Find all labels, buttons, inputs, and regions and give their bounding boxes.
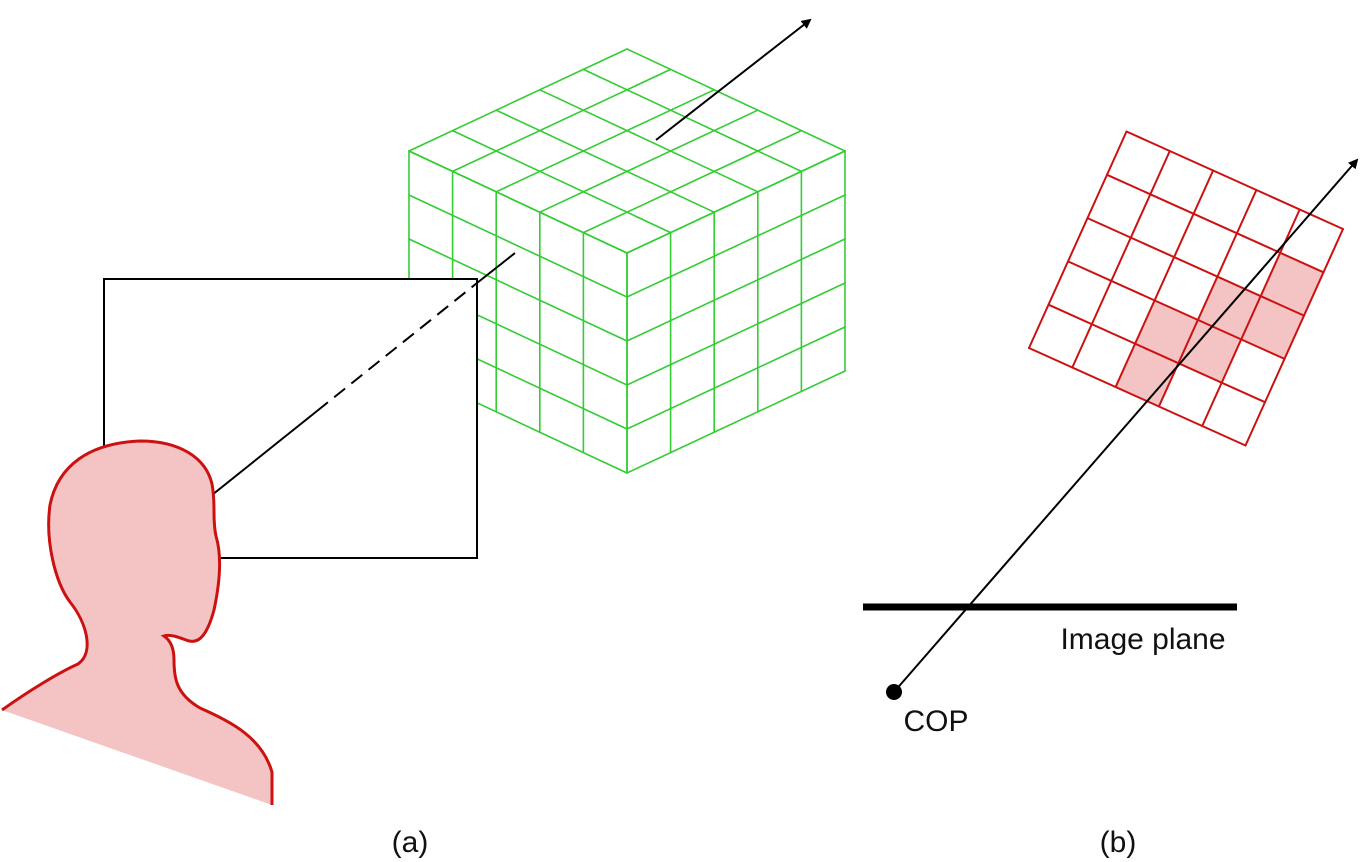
cop-ray bbox=[893, 158, 1359, 693]
volume-grid-line bbox=[626, 326, 846, 430]
slice-grid-line bbox=[1028, 347, 1247, 447]
slice-grid-line bbox=[1114, 169, 1215, 388]
exit-arrow bbox=[655, 18, 812, 141]
slice-grid-line bbox=[1047, 303, 1266, 404]
volume-grid-line bbox=[408, 150, 628, 254]
panel-a: (a) bbox=[1, 18, 846, 859]
head-silhouette-icon bbox=[2, 441, 272, 805]
volume-grid-line bbox=[582, 129, 803, 234]
slice-grid-line bbox=[1071, 150, 1171, 369]
slice-grid-line bbox=[1244, 228, 1344, 447]
image-plane-label: Image plane bbox=[1060, 623, 1225, 656]
volume-grid-line bbox=[626, 194, 846, 298]
volume-grid-line bbox=[626, 150, 846, 254]
slice-grid-line bbox=[1086, 217, 1305, 317]
panel-b: Image plane COP (b) bbox=[863, 130, 1359, 859]
highlighted-cell bbox=[1178, 319, 1242, 383]
slice-grid bbox=[1028, 130, 1344, 447]
volume-grid-line bbox=[626, 370, 846, 474]
volume-grid-line bbox=[626, 48, 846, 152]
highlighted-cells bbox=[1115, 252, 1324, 407]
highlighted-cell bbox=[1115, 343, 1179, 407]
panel-b-label: (b) bbox=[1100, 826, 1137, 859]
head-outline bbox=[1, 439, 274, 805]
panel-a-label: (a) bbox=[392, 826, 429, 859]
slice-grid-line bbox=[1106, 173, 1325, 274]
volume-grid-line bbox=[538, 109, 759, 213]
volume-grid-line bbox=[408, 194, 628, 298]
cop-label: COP bbox=[903, 705, 968, 738]
volume-grid-line bbox=[626, 238, 846, 342]
volume-grid-line bbox=[626, 282, 846, 386]
volume-grid-line bbox=[408, 48, 628, 152]
ray-inside-volume bbox=[476, 252, 516, 284]
slice-grid-line bbox=[1067, 260, 1286, 360]
volume-grid-line bbox=[451, 68, 672, 173]
highlighted-cell bbox=[1135, 300, 1198, 364]
volume-grid-line bbox=[451, 129, 672, 234]
volume-grid-line bbox=[408, 238, 628, 342]
slice-grid-line bbox=[1125, 130, 1344, 230]
dot-icon bbox=[886, 684, 902, 700]
highlighted-cell bbox=[1241, 296, 1304, 359]
slice-grid-line bbox=[1028, 130, 1128, 349]
volume-grid-line bbox=[495, 89, 716, 193]
ray-dashed bbox=[316, 282, 478, 412]
volume-grid-line bbox=[582, 68, 803, 173]
highlighted-cell bbox=[1260, 252, 1324, 316]
volume-grid-line bbox=[538, 89, 759, 193]
volume-grid-line bbox=[495, 109, 716, 213]
